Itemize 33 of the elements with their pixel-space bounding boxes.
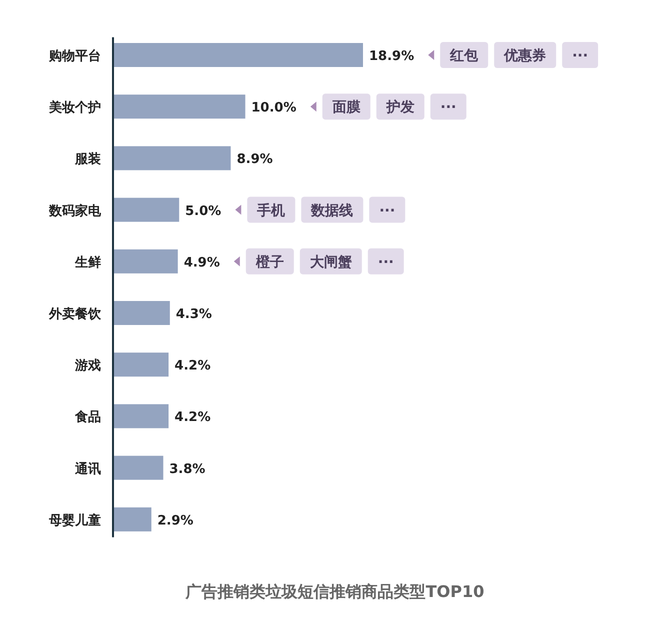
- text: 广告推销类垃圾短信推销商品类型TOP10: [184, 582, 484, 601]
- data-label: 5.0%: [185, 204, 222, 219]
- data-label: 3.8%: [169, 462, 206, 477]
- annotation: 大闸蟹: [310, 254, 352, 270]
- data-label: 4.9%: [184, 255, 220, 270]
- text: ···: [378, 254, 394, 270]
- y-tick-label: 美妆个护: [48, 100, 101, 116]
- text: ···: [572, 48, 588, 64]
- annotation: 橙子: [254, 254, 284, 270]
- y-tick-label: 外卖餐饮: [48, 307, 102, 322]
- y-tick-label: 数码家电: [48, 202, 102, 219]
- y-tick-label: 生鲜: [74, 255, 101, 270]
- data-label: 10.0%: [251, 100, 296, 116]
- annotation: 数据线: [310, 202, 354, 219]
- data-label: 4.3%: [176, 307, 212, 322]
- data-label: 8.9%: [236, 152, 273, 168]
- text: ···: [440, 100, 456, 116]
- data-label: 2.9%: [157, 513, 194, 528]
- y-tick-label: 游戏: [74, 358, 101, 374]
- text: 优惠券: [503, 48, 546, 64]
- y-tick-label: 购物平台: [48, 48, 101, 64]
- data-label: 18.9%: [369, 49, 414, 64]
- y-tick-label: 服装: [74, 152, 101, 168]
- annotation: 面膜: [331, 100, 362, 116]
- text: 护发: [385, 98, 414, 116]
- data-label: 4.2%: [174, 358, 211, 374]
- y-tick-label: 通讯: [74, 460, 101, 477]
- y-tick-label: 母婴儿童: [48, 512, 101, 528]
- text: ···: [379, 202, 396, 219]
- annotation: 手机: [256, 202, 286, 219]
- text: 红包: [449, 48, 480, 64]
- y-tick-label: 食品: [74, 410, 101, 426]
- data-label: 4.2%: [174, 410, 211, 426]
